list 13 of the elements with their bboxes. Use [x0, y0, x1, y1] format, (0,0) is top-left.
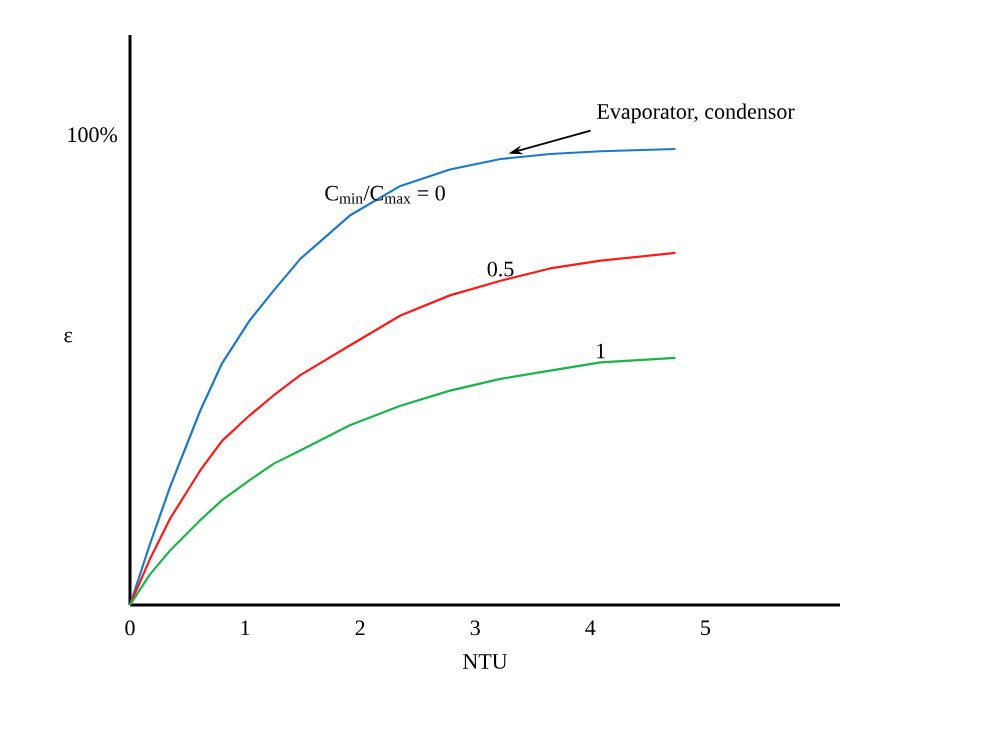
- x-axis-title: NTU: [463, 654, 508, 669]
- series-label: 1: [597, 343, 605, 359]
- series-label: C$_{min}$/C$_{max}$ = 0: [325, 185, 445, 204]
- x-tick-label: 2: [355, 620, 365, 636]
- x-tick-label: 4: [585, 620, 596, 635]
- y-axis-title: ε: [64, 331, 73, 343]
- x-tick-label: 3: [470, 620, 480, 636]
- x-tick-label: 0: [125, 620, 135, 636]
- x-tick-label: 5: [701, 620, 711, 636]
- x-tick-label: 1: [241, 620, 250, 636]
- series-label: 0.5: [487, 261, 514, 277]
- annotation: Evaporator, condensor: [597, 103, 795, 124]
- text: 100%: [68, 127, 118, 143]
